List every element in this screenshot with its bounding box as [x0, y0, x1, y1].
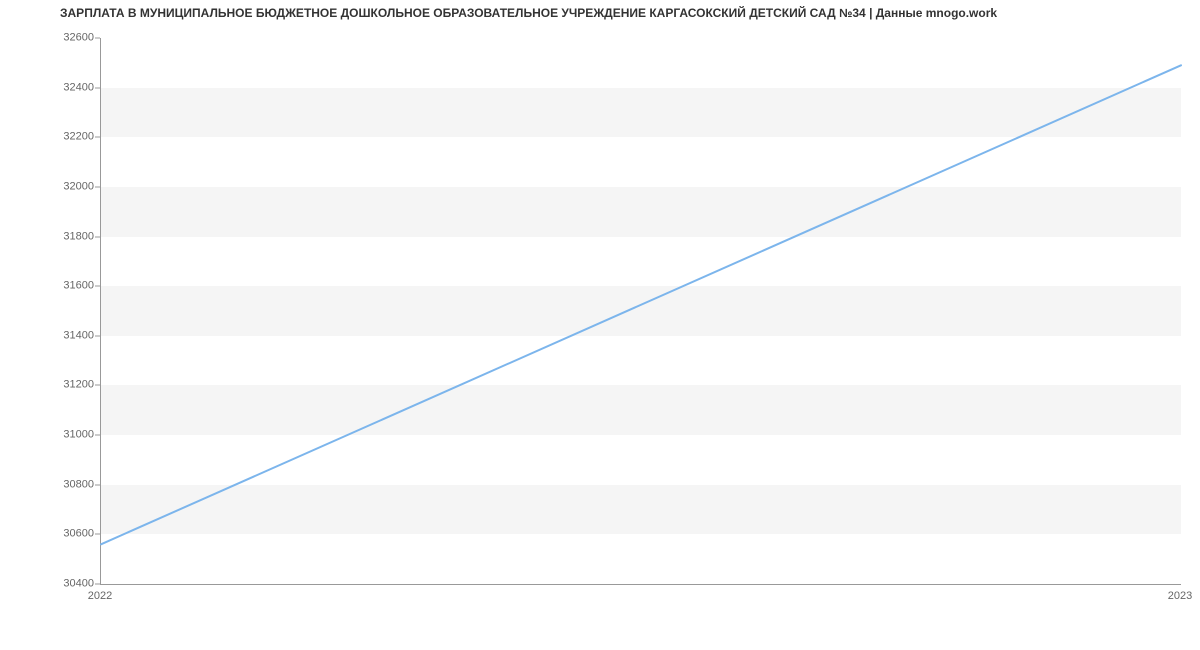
y-tick-mark: [95, 584, 100, 585]
x-tick-label: 2022: [88, 590, 112, 602]
y-tick-mark: [95, 87, 100, 88]
y-tick-label: 30800: [34, 479, 94, 490]
y-tick-mark: [95, 286, 100, 287]
y-tick-mark: [95, 335, 100, 336]
salary-line-chart: ЗАРПЛАТА В МУНИЦИПАЛЬНОЕ БЮДЖЕТНОЕ ДОШКО…: [0, 0, 1200, 650]
y-tick-mark: [95, 534, 100, 535]
y-tick-label: 32000: [34, 181, 94, 192]
y-tick-mark: [95, 435, 100, 436]
y-tick-mark: [95, 186, 100, 187]
y-tick-mark: [95, 137, 100, 138]
y-tick-label: 31400: [34, 330, 94, 341]
y-tick-label: 31600: [34, 281, 94, 292]
y-tick-label: 30600: [34, 529, 94, 540]
x-tick-label: 2023: [1168, 590, 1192, 602]
y-tick-label: 31800: [34, 231, 94, 242]
y-tick-label: 32400: [34, 82, 94, 93]
line-layer: [101, 38, 1181, 584]
y-tick-label: 30400: [34, 579, 94, 590]
plot-area: [100, 38, 1181, 585]
y-tick-mark: [95, 385, 100, 386]
y-tick-label: 31200: [34, 380, 94, 391]
y-tick-mark: [95, 236, 100, 237]
y-tick-label: 31000: [34, 430, 94, 441]
y-tick-mark: [95, 484, 100, 485]
y-tick-label: 32200: [34, 132, 94, 143]
chart-title: ЗАРПЛАТА В МУНИЦИПАЛЬНОЕ БЮДЖЕТНОЕ ДОШКО…: [60, 6, 997, 20]
series-line: [101, 65, 1181, 544]
y-tick-mark: [95, 38, 100, 39]
y-tick-label: 32600: [34, 33, 94, 44]
